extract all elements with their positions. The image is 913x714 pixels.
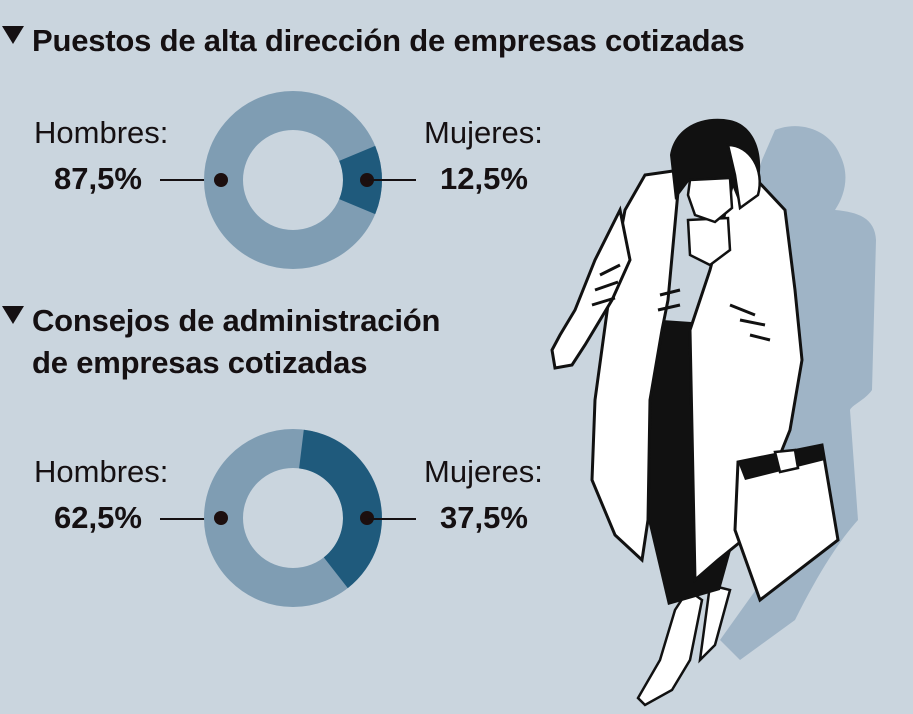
hombres-label: Hombres: bbox=[34, 115, 169, 150]
mujeres-label: Mujeres: bbox=[424, 115, 543, 150]
hombres-leader-line bbox=[160, 179, 222, 181]
mujeres-leader-line bbox=[368, 179, 416, 181]
section-title-consejos-line1: Consejos de administración bbox=[32, 303, 441, 338]
segment-hombres bbox=[204, 91, 382, 269]
segment-mujeres bbox=[299, 429, 382, 589]
hombres-value: 62,5% bbox=[54, 500, 142, 535]
section-marker-icon bbox=[2, 26, 24, 44]
section-title-alta-direccion: Puestos de alta dirección de empresas co… bbox=[32, 23, 745, 58]
hombres-marker-dot bbox=[214, 511, 228, 525]
mujeres-marker-dot bbox=[360, 511, 374, 525]
hombres-leader-line bbox=[160, 518, 222, 520]
mujeres-marker-dot bbox=[360, 173, 374, 187]
section-title-consejos-line2: de empresas cotizadas bbox=[32, 345, 368, 380]
hombres-marker-dot bbox=[214, 173, 228, 187]
mujeres-leader-line bbox=[368, 518, 416, 520]
businesswoman-illustration bbox=[550, 118, 876, 707]
hombres-label: Hombres: bbox=[34, 454, 169, 489]
section-marker-icon bbox=[2, 306, 24, 324]
hombres-value: 87,5% bbox=[54, 161, 142, 196]
mujeres-value: 12,5% bbox=[440, 161, 528, 196]
mujeres-value: 37,5% bbox=[440, 500, 528, 535]
mujeres-label: Mujeres: bbox=[424, 454, 543, 489]
